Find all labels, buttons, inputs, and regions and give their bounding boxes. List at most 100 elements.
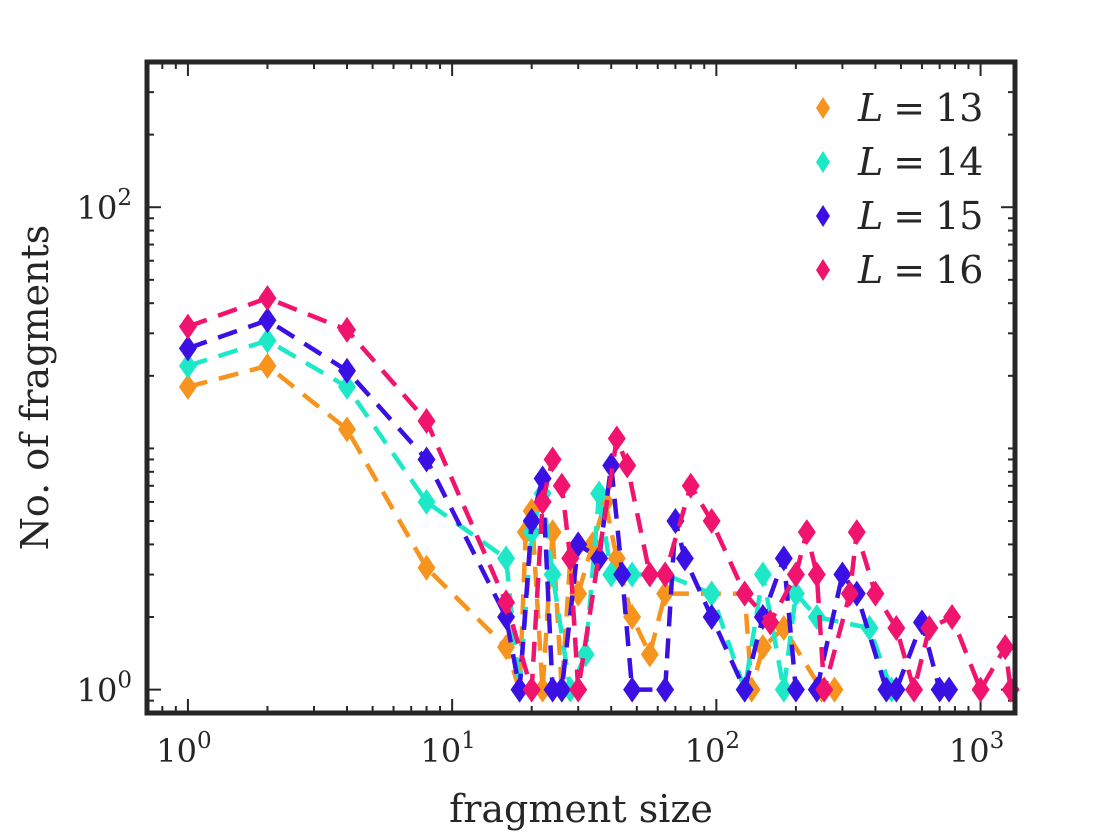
data-point xyxy=(623,604,642,631)
x-tick-label: 100 xyxy=(156,728,211,770)
y-axis-label: No. of fragments xyxy=(13,225,57,551)
data-point xyxy=(623,561,642,588)
tick-base: 10 xyxy=(77,672,118,710)
data-point xyxy=(417,554,436,581)
data-point xyxy=(552,472,571,499)
legend-marker xyxy=(816,97,830,119)
data-point xyxy=(258,352,277,379)
data-point xyxy=(656,676,675,703)
legend-entry: L = 13 xyxy=(857,86,983,130)
legend-variable: L xyxy=(857,194,883,238)
data-point xyxy=(590,480,609,507)
legend-variable: L xyxy=(857,140,883,184)
tick-exponent: 0 xyxy=(197,728,212,754)
legend-value: 15 xyxy=(935,194,983,238)
data-point xyxy=(552,676,571,703)
legend-value: 14 xyxy=(935,140,983,184)
data-point xyxy=(833,561,852,588)
data-point xyxy=(702,604,721,631)
data-point xyxy=(887,615,906,642)
legend-entry: L = 16 xyxy=(857,248,983,292)
legend-equals: = xyxy=(893,194,925,238)
data-point xyxy=(337,373,356,400)
data-point xyxy=(178,373,197,400)
series-3 xyxy=(178,307,959,703)
series-4 xyxy=(178,285,1020,703)
legend-equals: = xyxy=(893,248,925,292)
data-point xyxy=(840,580,859,607)
data-point xyxy=(602,561,621,588)
data-point xyxy=(640,641,659,668)
tick-base: 10 xyxy=(685,732,726,770)
data-point xyxy=(681,472,700,499)
data-point xyxy=(417,407,436,434)
legend-entry: L = 15 xyxy=(857,194,983,238)
data-point xyxy=(543,676,562,703)
data-point xyxy=(533,676,552,703)
data-point xyxy=(786,676,805,703)
data-point xyxy=(569,676,588,703)
data-point xyxy=(602,452,621,479)
data-point xyxy=(940,676,959,703)
data-point xyxy=(702,580,721,607)
data-point xyxy=(887,676,906,703)
tick-exponent: 2 xyxy=(117,185,132,211)
data-point xyxy=(618,452,637,479)
plot-frame xyxy=(144,59,1018,716)
tick-exponent: 0 xyxy=(117,668,132,694)
x-axis-label: fragment size xyxy=(449,787,713,831)
data-point xyxy=(510,676,529,703)
data-point xyxy=(735,580,754,607)
legend: L = 13L = 14L = 15L = 16 xyxy=(816,86,983,292)
data-point xyxy=(825,676,844,703)
data-point xyxy=(640,561,659,588)
data-point xyxy=(258,307,277,334)
y-tick-label: 100 xyxy=(77,668,132,710)
data-point xyxy=(417,446,436,473)
data-point xyxy=(178,313,197,340)
data-point xyxy=(847,519,866,546)
tick-exponent: 3 xyxy=(990,728,1005,754)
data-point xyxy=(797,519,816,546)
legend-value: 16 xyxy=(935,248,983,292)
legend-variable: L xyxy=(857,248,883,292)
data-point xyxy=(675,545,694,572)
data-point xyxy=(337,416,356,443)
data-point xyxy=(815,676,834,703)
x-tick-label: 101 xyxy=(420,728,475,770)
data-point xyxy=(337,357,356,384)
series-1 xyxy=(178,352,844,703)
data-point xyxy=(761,609,780,636)
series-group xyxy=(178,285,1020,703)
data-point xyxy=(590,545,609,572)
data-point xyxy=(774,545,793,572)
legend-value: 13 xyxy=(935,86,983,130)
x-tick-label: 102 xyxy=(685,728,740,770)
data-point xyxy=(807,561,826,588)
data-point xyxy=(497,545,516,572)
legend-marker xyxy=(816,205,830,227)
tick-exponent: 1 xyxy=(461,728,476,754)
legend-marker xyxy=(816,151,830,173)
x-tick-label: 103 xyxy=(949,728,1004,770)
y-tick-label: 102 xyxy=(77,185,132,227)
legend-entry: L = 14 xyxy=(857,140,983,184)
series-line xyxy=(187,317,950,692)
data-point xyxy=(417,488,436,515)
data-point xyxy=(666,508,685,535)
data-point xyxy=(543,446,562,473)
data-point xyxy=(920,615,939,642)
data-point xyxy=(497,589,516,616)
axis-ticks xyxy=(146,61,1015,714)
data-point xyxy=(533,488,552,515)
data-point xyxy=(258,327,277,354)
tick-base: 10 xyxy=(77,189,118,227)
data-point xyxy=(607,425,626,452)
data-point xyxy=(178,335,197,362)
data-point xyxy=(702,508,721,535)
legend-marker xyxy=(816,259,830,281)
data-point xyxy=(905,676,924,703)
data-point xyxy=(996,634,1015,661)
